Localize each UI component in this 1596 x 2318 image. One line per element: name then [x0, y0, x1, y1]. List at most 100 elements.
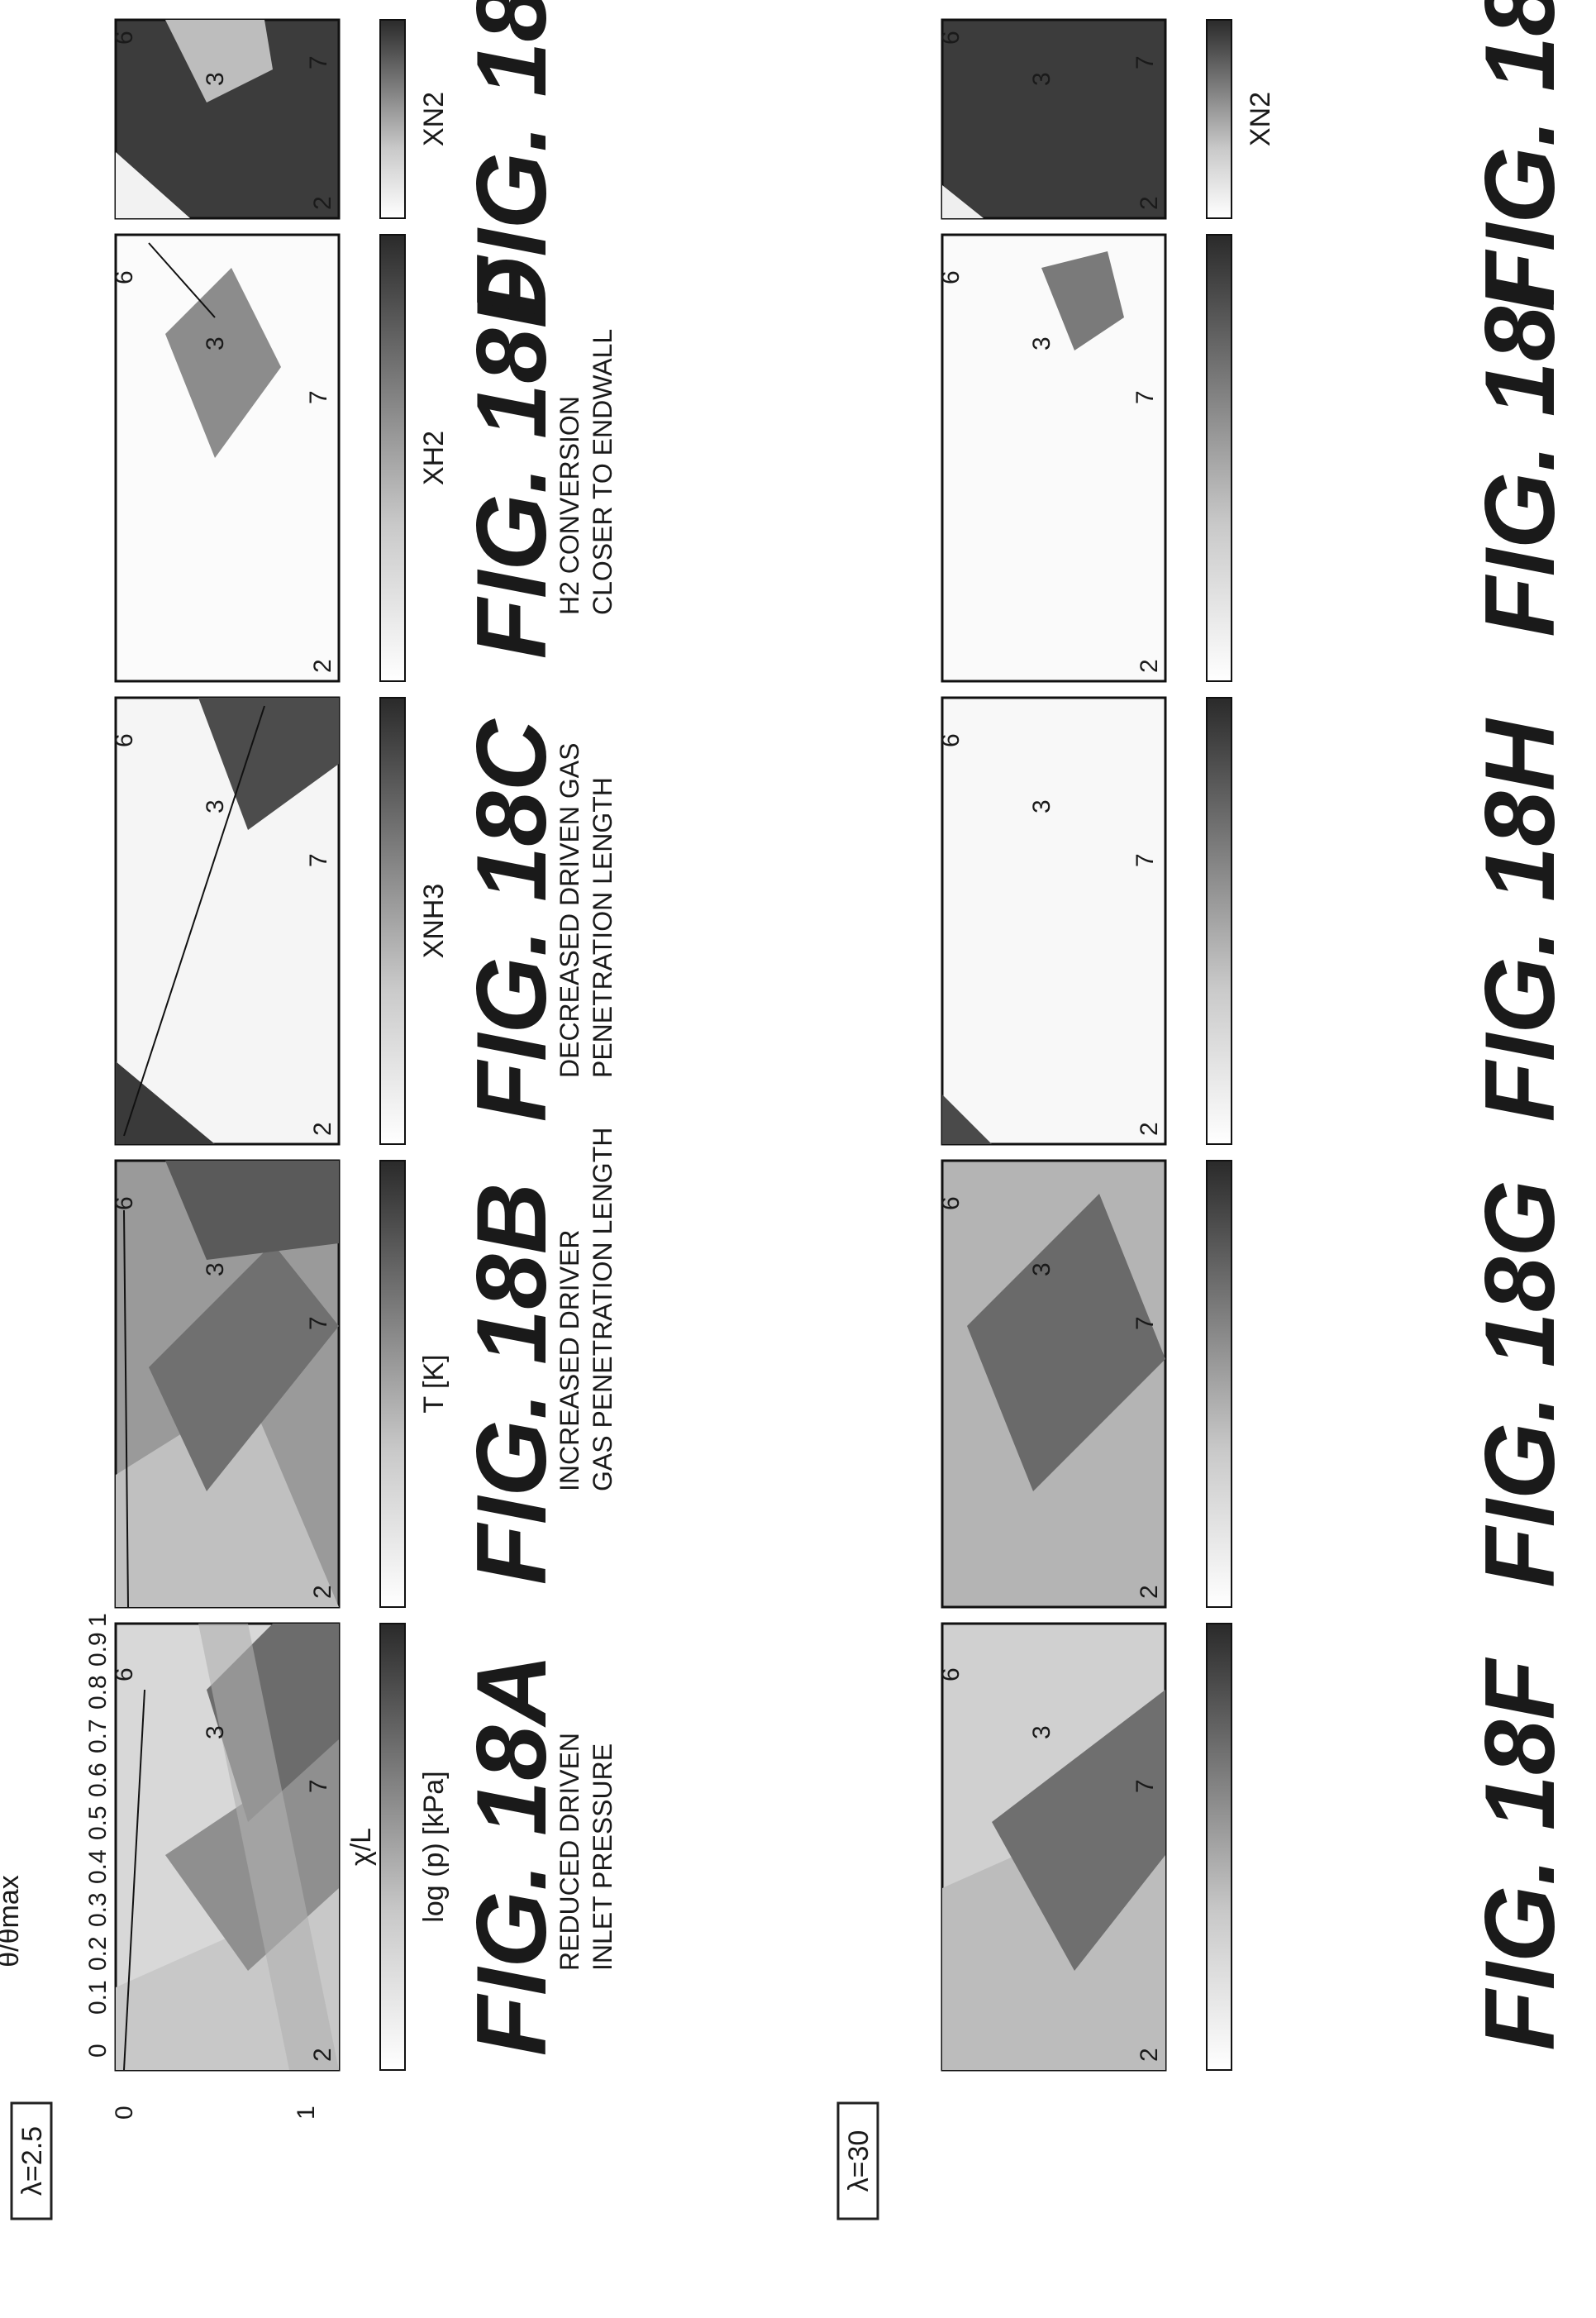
- marker-label: 2: [309, 1585, 336, 1599]
- y-axis-label-a: θ/θmax: [0, 1875, 25, 1967]
- panel-title-e: XN2: [418, 92, 450, 146]
- marker-label: 6: [111, 270, 138, 284]
- ytick: 0.8: [84, 1675, 112, 1710]
- marker-label: 2: [1136, 1122, 1163, 1136]
- fig-label-18d: FIG. 18D: [456, 257, 567, 660]
- fig-label-18f: FIG. 18F: [1465, 1657, 1575, 2051]
- y-ticks-a: 0 0.1 0.2 0.3 0.4 0.5 0.6 0.7 0.8 0.9 1: [84, 1613, 112, 2058]
- marker-label: 6: [937, 270, 965, 284]
- marker-label: 2: [1136, 2048, 1163, 2062]
- panel-18d: 2 3 6 7 XH2 FIG. 18D: [111, 233, 567, 683]
- annotation-i-2: CLOSER TO ENDWALL: [588, 329, 617, 615]
- x-ticks-a: 1 0: [111, 2106, 320, 2120]
- colorbar-h: [1206, 697, 1232, 1145]
- marker-label: 3: [1028, 1725, 1055, 1739]
- panel-18i: H2 CONVERSION CLOSER TO ENDWALL 2 3 6 7 …: [555, 233, 1575, 683]
- marker-label: 2: [1136, 1585, 1163, 1599]
- marker-label: 3: [1028, 336, 1055, 351]
- marker-label: 7: [1131, 853, 1159, 867]
- marker-label: 7: [305, 55, 332, 69]
- marker-label: 6: [937, 31, 965, 45]
- annotation-g-1: INCREASED DRIVER: [555, 1230, 584, 1492]
- marker-label: 7: [305, 1316, 332, 1330]
- fig-label-18b: FIG. 18B: [456, 1183, 567, 1586]
- xtick: 1: [293, 2106, 320, 2120]
- x-axis-label-a: χ/L: [345, 1828, 377, 1866]
- lambda-label-2-text: λ=30: [843, 2130, 874, 2192]
- fig-label-18i: FIG. 18I: [1465, 277, 1575, 637]
- marker-label: 7: [1131, 1316, 1159, 1330]
- ytick: 0.6: [84, 1762, 112, 1797]
- annotation-f-2: INLET PRESSURE: [588, 1743, 617, 1971]
- lambda-label-1: λ=2.5: [10, 2101, 53, 2220]
- ytick: 0.7: [84, 1719, 112, 1753]
- marker-label: 7: [305, 1779, 332, 1793]
- annotation-h-1: DECREASED DRIVEN GAS: [555, 743, 584, 1078]
- marker-label: 6: [937, 1667, 965, 1681]
- marker-label: 3: [1028, 799, 1055, 813]
- panel-title-b: T [K]: [418, 1354, 450, 1413]
- marker-label: 6: [111, 1667, 138, 1681]
- ytick: 1: [84, 1613, 112, 1627]
- lambda-label-1-text: λ=2.5: [17, 2126, 48, 2196]
- marker-label: 6: [111, 31, 138, 45]
- marker-label: 2: [1136, 196, 1163, 210]
- annotation-h-2: PENETRATION LENGTH: [588, 777, 617, 1078]
- marker-label: 3: [202, 72, 229, 86]
- annotation-f-1: REDUCED DRIVEN: [555, 1733, 584, 1971]
- marker-label: 3: [1028, 1262, 1055, 1276]
- colorbar-f: [1206, 1623, 1232, 2071]
- annotation-g-2: GAS PENETRATION LENGTH: [588, 1128, 617, 1491]
- ytick: 0.1: [84, 1980, 112, 2015]
- fig-label-18g: FIG. 18G: [1465, 1180, 1575, 1587]
- panel-title-j: XN2: [1245, 92, 1276, 146]
- marker-label: 7: [1131, 1779, 1159, 1793]
- panel-title-d: XH2: [418, 431, 450, 485]
- panel-title-a: log (p) [kPa]: [418, 1771, 450, 1922]
- marker-label: 2: [309, 196, 336, 210]
- annotation-i-1: H2 CONVERSION: [555, 396, 584, 615]
- marker-label: 3: [202, 1725, 229, 1739]
- marker-label: 6: [937, 1196, 965, 1210]
- panel-18g: INCREASED DRIVER GAS PENETRATION LENGTH …: [555, 1128, 1575, 1609]
- marker-label: 3: [202, 799, 229, 813]
- fig-label-18c: FIG. 18C: [456, 718, 567, 1122]
- marker-label: 3: [1028, 72, 1055, 86]
- marker-label: 7: [305, 853, 332, 867]
- colorbar-d: [379, 234, 406, 682]
- marker-label: 7: [305, 390, 332, 404]
- ytick: 0: [84, 2044, 112, 2058]
- marker-label: 7: [1131, 390, 1159, 404]
- plot-area-a: 2 3 6 7: [111, 1622, 341, 2072]
- colorbar-g: [1206, 1160, 1232, 1608]
- marker-label: 2: [309, 659, 336, 673]
- panel-18c: 2 3 6 7 XNH3 FIG. 18C: [111, 696, 567, 1146]
- marker-label: 7: [1131, 55, 1159, 69]
- marker-label: 6: [937, 733, 965, 747]
- marker-label: 2: [1136, 659, 1163, 673]
- colorbar-i: [1206, 234, 1232, 682]
- marker-label: 3: [202, 1262, 229, 1276]
- colorbar-c: [379, 697, 406, 1145]
- colorbar-e: [379, 19, 406, 219]
- colorbar-b: [379, 1160, 406, 1608]
- ytick: 0.3: [84, 1892, 112, 1927]
- panel-18h: DECREASED DRIVEN GAS PENETRATION LENGTH …: [555, 696, 1575, 1146]
- marker-label: 3: [202, 336, 229, 351]
- panel-18e: 2 3 6 7 XN2 FIG. 18E: [111, 0, 567, 317]
- panel-title-c: XNH3: [418, 884, 450, 959]
- lambda-label-2: λ=30: [836, 2101, 879, 2220]
- xtick: 0: [111, 2106, 138, 2120]
- ytick: 0.4: [84, 1849, 112, 1884]
- ytick: 0.2: [84, 1936, 112, 1971]
- marker-label: 2: [309, 2048, 336, 2062]
- marker-label: 6: [111, 733, 138, 747]
- panel-18j: 2 3 6 7 XN2 FIG. 18J: [937, 0, 1575, 312]
- colorbar-a: [379, 1623, 406, 2071]
- colorbar-j: [1206, 19, 1232, 219]
- fig-label-18e: FIG. 18E: [456, 0, 567, 317]
- panel-18f: REDUCED DRIVEN INLET PRESSURE 2 3 6 7 FI…: [555, 1622, 1575, 2072]
- fig-label-18a: FIG. 18A: [456, 1654, 567, 2057]
- panel-18b: 2 3 6 7 T [K] FIG. 18B: [111, 1159, 567, 1609]
